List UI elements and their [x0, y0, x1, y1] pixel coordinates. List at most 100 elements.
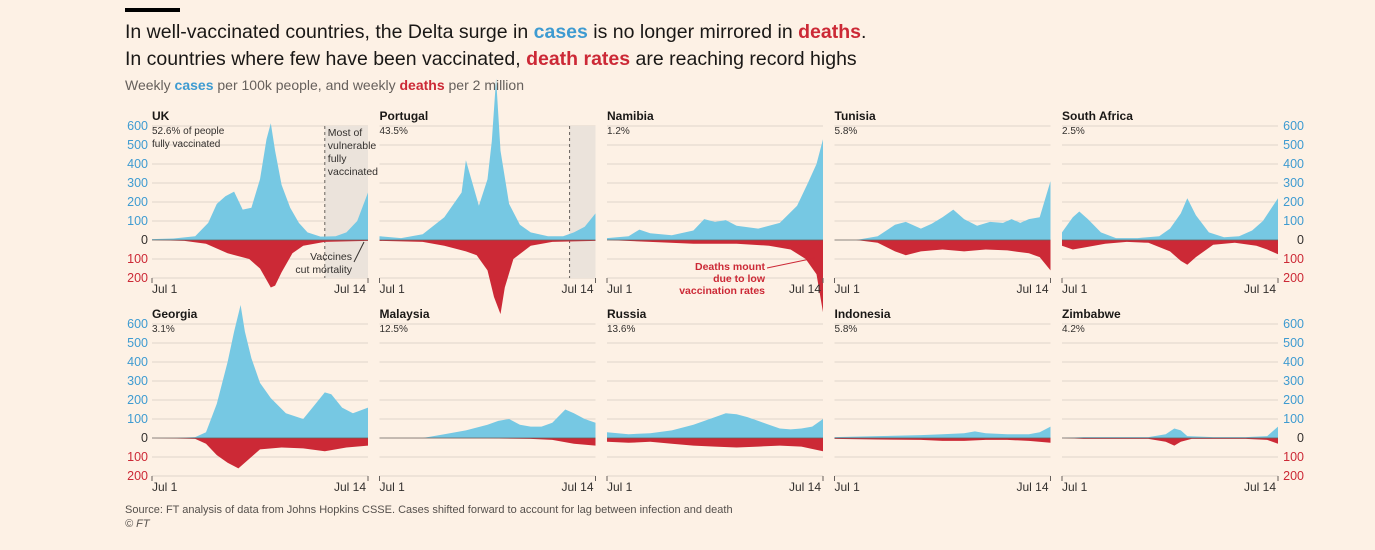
shade-annotation: fully — [328, 153, 347, 165]
deaths-area-tunisia — [834, 240, 1051, 271]
x-tick-label: Jul 14 — [334, 480, 366, 494]
y-tick-label: 0 — [1297, 233, 1304, 247]
cases-area-uk — [152, 123, 368, 240]
country-name: Russia — [607, 307, 647, 321]
x-tick-label: Jul 14 — [334, 282, 366, 296]
y-tick-label: 100 — [127, 412, 148, 426]
y-tick-label: 0 — [1297, 431, 1304, 445]
x-tick-label: Jul 14 — [1244, 282, 1276, 296]
y-tick-label: 300 — [127, 374, 148, 388]
source-note: Source: FT analysis of data from Johns H… — [125, 504, 733, 516]
x-tick-label: Jul 14 — [789, 282, 821, 296]
vaccinated-shade — [324, 126, 368, 278]
y-tick-label: 200 — [1283, 195, 1304, 209]
y-tick-label: 500 — [1283, 336, 1304, 350]
x-tick-label: Jul 14 — [561, 480, 593, 494]
cases-area-russia — [607, 413, 823, 438]
x-tick-label: Jul 1 — [1062, 282, 1088, 296]
annotation-leader — [353, 241, 365, 263]
title-deaths-highlight: deaths — [798, 21, 861, 43]
deaths-area-zimbabwe — [1062, 438, 1278, 446]
x-tick-label: Jul 1 — [607, 282, 633, 296]
x-tick-label: Jul 14 — [561, 282, 593, 296]
deaths-area-malaysia — [379, 438, 596, 446]
y-tick-label: 600 — [127, 119, 148, 133]
country-name: Tunisia — [835, 109, 876, 123]
x-tick-label: Jul 1 — [1062, 480, 1088, 494]
subtitle-text: per 2 million — [444, 77, 525, 93]
title-line-2: In countries where few have been vaccina… — [125, 46, 866, 73]
cases-area-namibia — [607, 139, 823, 240]
cases-area-indonesia — [834, 426, 1051, 438]
y-tick-label: 100 — [127, 252, 148, 266]
x-tick-label: Jul 1 — [152, 480, 178, 494]
y-tick-label: 100 — [1283, 214, 1304, 228]
y-tick-label: 100 — [1283, 252, 1304, 266]
deaths-area-namibia — [607, 240, 823, 313]
cases-area-georgia — [152, 305, 368, 438]
x-tick-label: Jul 1 — [152, 282, 178, 296]
annotation-leader — [766, 257, 816, 269]
y-tick-label: 600 — [127, 317, 148, 331]
title-text: are reaching record highs — [630, 48, 857, 70]
x-tick-label: Jul 14 — [1016, 282, 1048, 296]
y-tick-label: 300 — [1283, 176, 1304, 190]
cases-area-portugal — [379, 78, 596, 240]
y-tick-label: 200 — [127, 271, 148, 285]
vaccination-rate: 52.6% of people — [152, 126, 225, 137]
y-tick-label: 500 — [1283, 138, 1304, 152]
y-tick-label: 200 — [127, 195, 148, 209]
chart-title: In well-vaccinated countries, the Delta … — [125, 19, 866, 73]
vaccination-rate: 43.5% — [380, 126, 408, 137]
vaccination-rate: 12.5% — [380, 324, 408, 335]
y-tick-label: 400 — [127, 355, 148, 369]
death-annotation: Vaccines — [310, 251, 352, 263]
x-tick-label: Jul 14 — [1244, 480, 1276, 494]
deaths-area-indonesia — [834, 438, 1051, 443]
country-name: Namibia — [607, 109, 654, 123]
y-tick-label: 500 — [127, 336, 148, 350]
y-tick-label: 300 — [1283, 374, 1304, 388]
cases-area-malaysia — [379, 409, 596, 438]
vaccination-rate: 5.8% — [835, 324, 858, 335]
subtitle-text: Weekly — [125, 77, 175, 93]
y-tick-label: 100 — [1283, 450, 1304, 464]
y-tick-label: 200 — [127, 393, 148, 407]
deaths-area-south-africa — [1062, 240, 1278, 265]
title-death-rates-highlight: death rates — [526, 48, 631, 70]
y-tick-label: 0 — [141, 431, 148, 445]
x-tick-label: Jul 1 — [380, 282, 406, 296]
cases-area-zimbabwe — [1062, 426, 1278, 438]
shade-annotation: vulnerable — [328, 140, 377, 152]
country-name: Indonesia — [835, 307, 891, 321]
vaccination-rate-note: fully vaccinated — [152, 139, 220, 150]
death-annotation: due to low — [713, 273, 766, 285]
subtitle-deaths-label: deaths — [399, 77, 445, 93]
x-tick-label: Jul 1 — [835, 282, 861, 296]
y-tick-label: 100 — [127, 450, 148, 464]
deaths-area-georgia — [152, 438, 368, 469]
title-line-1: In well-vaccinated countries, the Delta … — [125, 19, 866, 46]
country-name: UK — [152, 109, 170, 123]
subtitle-text: per 100k people, and weekly — [213, 77, 400, 93]
y-tick-label: 200 — [127, 469, 148, 483]
country-name: Malaysia — [380, 307, 430, 321]
y-tick-label: 600 — [1283, 119, 1304, 133]
deaths-area-uk — [152, 240, 368, 288]
y-tick-label: 200 — [1283, 469, 1304, 483]
y-tick-label: 200 — [1283, 393, 1304, 407]
shade-annotation: vaccinated — [328, 166, 378, 178]
x-tick-label: Jul 1 — [380, 480, 406, 494]
ft-top-bar — [125, 8, 180, 12]
y-tick-label: 400 — [127, 157, 148, 171]
vaccination-rate: 13.6% — [607, 324, 635, 335]
country-name: Zimbabwe — [1062, 307, 1121, 321]
subtitle-cases-label: cases — [174, 77, 214, 93]
vaccination-rate: 3.1% — [152, 324, 175, 335]
shade-annotation: Most of — [328, 127, 363, 139]
ft-credit: © FT — [125, 518, 150, 530]
vaccination-rate: 4.2% — [1062, 324, 1085, 335]
x-tick-label: Jul 1 — [607, 480, 633, 494]
y-tick-label: 300 — [127, 176, 148, 190]
